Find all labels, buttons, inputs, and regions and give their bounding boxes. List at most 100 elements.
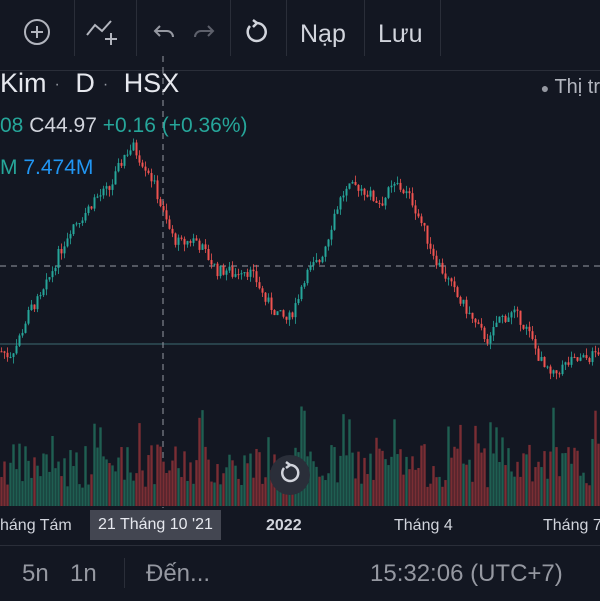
candle-body bbox=[450, 278, 453, 282]
candle-body bbox=[186, 241, 189, 245]
candle-body bbox=[0, 351, 3, 353]
bottom-toolbar: 5n 1n Đến... 15:32:06 (UTC+7) bbox=[0, 545, 600, 601]
candle-body bbox=[525, 326, 528, 329]
candle-body bbox=[210, 260, 213, 265]
volume-bar bbox=[300, 406, 303, 506]
volume-bar bbox=[381, 450, 384, 506]
candle-body bbox=[279, 310, 282, 312]
candle-body bbox=[21, 332, 24, 336]
candle-body bbox=[471, 312, 474, 319]
symbol-header[interactable]: Kim · D · HSX bbox=[0, 68, 187, 99]
candle-body bbox=[426, 225, 429, 244]
volume-bar bbox=[591, 438, 594, 506]
range-5d-button[interactable]: 5n bbox=[22, 560, 49, 587]
candle-body bbox=[63, 246, 66, 254]
price-chart[interactable] bbox=[0, 56, 600, 508]
separator-dot: · bbox=[102, 75, 109, 93]
volume-bar bbox=[30, 477, 33, 506]
volume-bar bbox=[9, 462, 12, 506]
candle-body bbox=[120, 162, 123, 166]
volume-legend: M 7.474M bbox=[0, 156, 93, 180]
volume-bar bbox=[456, 448, 459, 506]
candle-body bbox=[468, 312, 471, 314]
volume-bar bbox=[579, 475, 582, 506]
candle-body bbox=[138, 155, 141, 163]
candle-body bbox=[150, 173, 153, 182]
volume-bar bbox=[444, 480, 447, 506]
candle-body bbox=[513, 309, 516, 313]
volume-bar bbox=[390, 456, 393, 506]
compare-symbol-button[interactable] bbox=[84, 10, 122, 58]
undo-button[interactable] bbox=[150, 10, 178, 58]
candle-body bbox=[228, 266, 231, 271]
volume-bar bbox=[213, 482, 216, 506]
volume-bar bbox=[240, 484, 243, 506]
volume-bar bbox=[516, 461, 519, 506]
candle-body bbox=[180, 237, 183, 239]
candle-body bbox=[78, 223, 81, 225]
volume-bar bbox=[525, 454, 528, 506]
volume-bar bbox=[48, 471, 51, 506]
volume-bar bbox=[468, 459, 471, 506]
volume-bar bbox=[231, 460, 234, 506]
toolbar-divider bbox=[136, 0, 137, 56]
candle-body bbox=[501, 315, 504, 317]
range-1d-button[interactable]: 1n bbox=[70, 560, 97, 587]
reset-chart-button[interactable] bbox=[270, 455, 310, 495]
volume-bar bbox=[234, 465, 237, 506]
load-layout-button[interactable]: Nạp bbox=[300, 19, 346, 48]
volume-bar bbox=[447, 426, 450, 506]
candle-body bbox=[447, 278, 450, 280]
volume-bar bbox=[573, 447, 576, 506]
time-label-jul: Tháng 7 bbox=[543, 517, 600, 534]
candle-body bbox=[270, 297, 273, 311]
volume-bar bbox=[492, 453, 495, 506]
redo-button[interactable] bbox=[190, 10, 218, 58]
volume-bar bbox=[582, 472, 585, 506]
save-layout-button[interactable]: Lưu bbox=[378, 19, 423, 48]
candle-body bbox=[528, 326, 531, 332]
candle-body bbox=[435, 255, 438, 266]
goto-date-button[interactable]: Đến... bbox=[146, 560, 211, 587]
volume-bar bbox=[105, 459, 108, 506]
candle-body bbox=[519, 310, 522, 325]
volume-bar bbox=[198, 417, 201, 506]
volume-bar bbox=[351, 452, 354, 506]
candle-body bbox=[492, 327, 495, 336]
volume-bar bbox=[180, 477, 183, 506]
volume-bar bbox=[114, 471, 117, 506]
volume-bar bbox=[123, 479, 126, 506]
volume-bar bbox=[12, 444, 15, 506]
candle-body bbox=[399, 182, 402, 190]
candle-body bbox=[477, 322, 480, 324]
volume-bar bbox=[369, 453, 372, 506]
candle-body bbox=[597, 352, 600, 355]
volume-bar bbox=[474, 425, 477, 506]
candle-body bbox=[156, 180, 159, 200]
volume-bar bbox=[399, 449, 402, 506]
volume-bar bbox=[549, 451, 552, 506]
volume-bar bbox=[372, 479, 375, 506]
candle-body bbox=[300, 286, 303, 300]
volume-bar bbox=[585, 483, 588, 506]
reload-button[interactable] bbox=[242, 10, 272, 58]
candle-body bbox=[45, 279, 48, 290]
volume-bar bbox=[576, 450, 579, 506]
candle-body bbox=[333, 213, 336, 230]
clock-timezone[interactable]: 15:32:06 (UTC+7) bbox=[370, 560, 563, 587]
candle-body bbox=[141, 162, 144, 167]
market-status[interactable]: ● Thị tr bbox=[541, 76, 600, 99]
volume-bar bbox=[72, 466, 75, 506]
candle-body bbox=[402, 189, 405, 194]
candle-body bbox=[39, 295, 42, 297]
candle-body bbox=[222, 265, 225, 275]
add-indicator-button[interactable] bbox=[22, 10, 52, 58]
volume-bar bbox=[357, 451, 360, 506]
volume-bar bbox=[156, 444, 159, 506]
candle-body bbox=[27, 309, 30, 324]
candle-body bbox=[66, 238, 69, 247]
time-axis[interactable]: háng Tám 2022 Tháng 4 Tháng 7 21 Tháng 1… bbox=[0, 508, 600, 544]
volume-bar bbox=[237, 478, 240, 506]
candle-body bbox=[522, 324, 525, 329]
volume-bar bbox=[417, 467, 420, 506]
